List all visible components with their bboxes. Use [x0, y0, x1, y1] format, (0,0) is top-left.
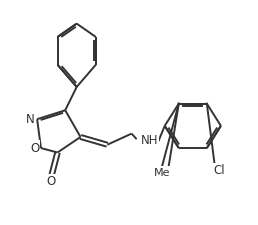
- Text: O: O: [30, 142, 39, 155]
- Text: NH: NH: [141, 134, 158, 147]
- Text: N: N: [26, 113, 35, 126]
- Text: O: O: [46, 175, 56, 188]
- Text: Me: Me: [154, 167, 171, 178]
- Text: Cl: Cl: [214, 164, 225, 177]
